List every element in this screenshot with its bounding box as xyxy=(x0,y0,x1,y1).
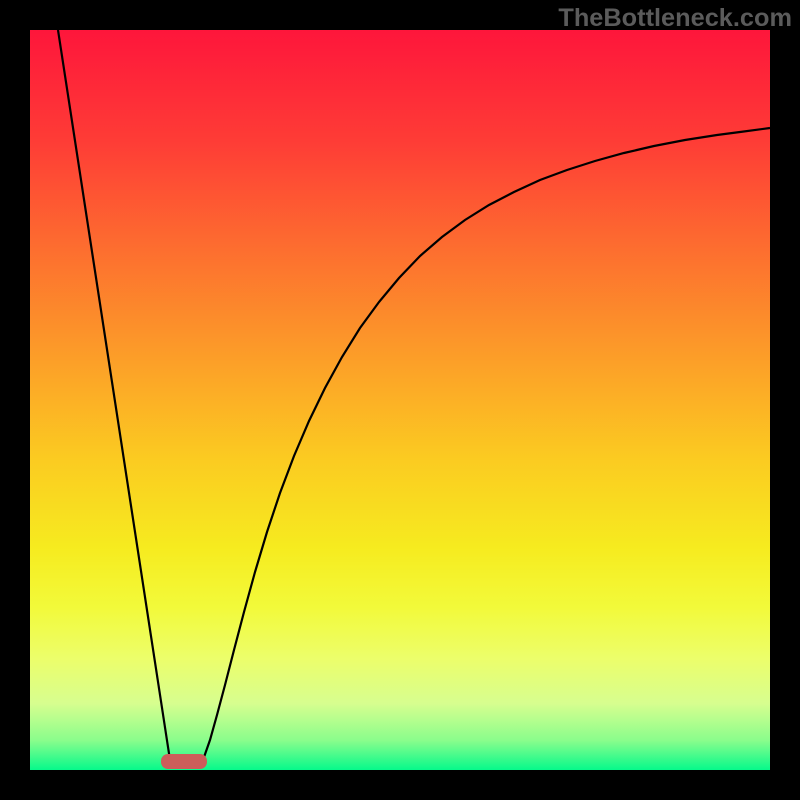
plot-area-background xyxy=(30,30,770,770)
min-marker xyxy=(161,754,207,769)
bottleneck-chart xyxy=(0,0,800,800)
watermark-text: TheBottleneck.com xyxy=(558,4,792,33)
chart-container: TheBottleneck.com xyxy=(0,0,800,800)
